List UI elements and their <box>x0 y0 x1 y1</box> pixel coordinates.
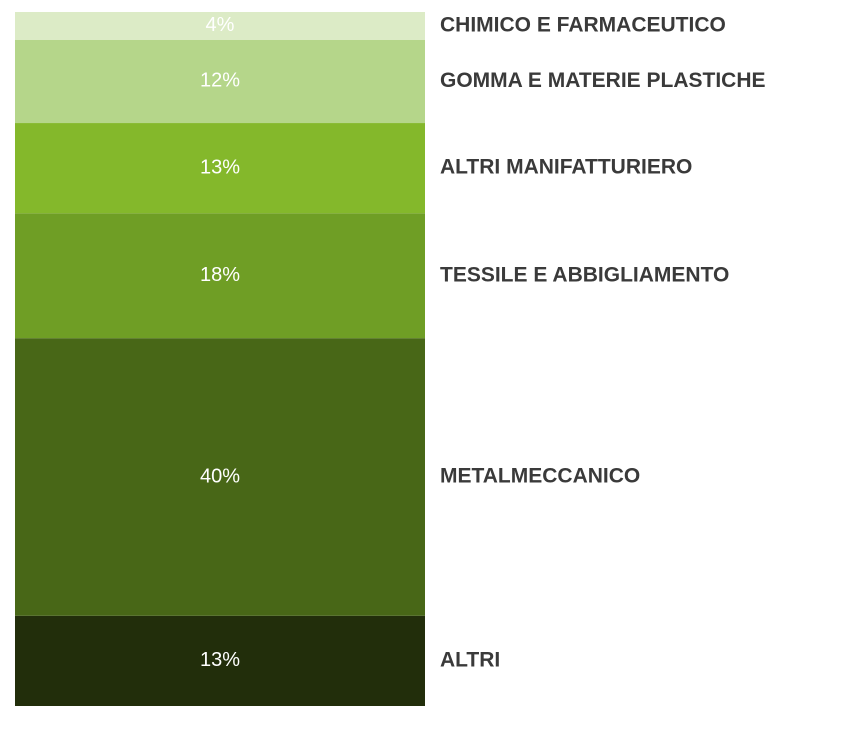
bar-segment <box>15 39 425 124</box>
data-label: 4% <box>206 14 235 36</box>
bar-segment <box>15 123 425 214</box>
legend-label: METALMECCANICO <box>440 465 640 488</box>
data-label: 40% <box>200 465 240 487</box>
legend-label: ALTRI <box>440 648 500 671</box>
data-label: 13% <box>200 649 240 671</box>
legend-label: ALTRI MANIFATTURIERO <box>440 156 692 179</box>
legend-label: CHIMICO E FARMACEUTICO <box>440 13 726 36</box>
bar-segment <box>15 12 425 40</box>
legend-label: TESSILE E ABBIGLIAMENTO <box>440 263 729 286</box>
bar-segment <box>15 615 425 706</box>
bar-segment <box>15 213 425 339</box>
data-label: 12% <box>200 70 240 92</box>
data-label: 13% <box>200 156 240 178</box>
legend-label: GOMMA E MATERIE PLASTICHE <box>440 69 766 92</box>
bar-segment <box>15 338 425 616</box>
data-label: 18% <box>200 264 240 286</box>
